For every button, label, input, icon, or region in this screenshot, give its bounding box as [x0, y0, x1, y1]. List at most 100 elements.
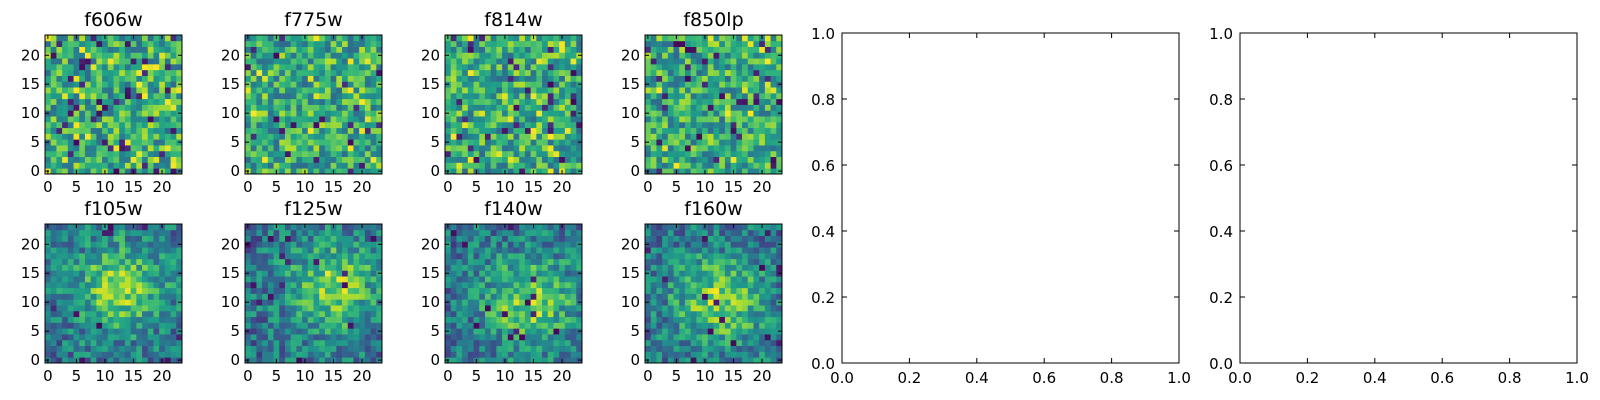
axes-frame: [244, 34, 383, 175]
heatmap-cell: [776, 281, 783, 289]
heatmap-cell: [90, 299, 97, 306]
heatmap-cell: [759, 40, 766, 47]
heatmap-cell: [536, 46, 543, 53]
heatmap-cell: [519, 139, 526, 146]
heatmap-cell: [250, 322, 257, 329]
heatmap-cell: [530, 270, 537, 277]
heatmap-cell: [559, 104, 566, 111]
heatmap-cell: [724, 351, 732, 358]
heatmap-cell: [736, 339, 743, 347]
heatmap-cell: [153, 305, 160, 312]
heatmap-cell: [462, 127, 469, 134]
heatmap-cell: [536, 229, 543, 236]
heatmap-cell: [570, 351, 577, 358]
heatmap-cell: [250, 224, 257, 231]
heatmap-cell: [50, 334, 57, 341]
heatmap-cell: [376, 305, 383, 312]
heatmap-cell: [96, 46, 103, 53]
heatmap-cell: [513, 276, 520, 283]
heatmap-cell: [45, 69, 52, 76]
heatmap-cell: [273, 264, 280, 271]
heatmap-cell: [307, 281, 314, 289]
heatmap-cell: [267, 92, 274, 100]
heatmap-cell: [342, 334, 349, 341]
heatmap-cell: [153, 235, 160, 242]
heatmap-cell: [359, 116, 366, 123]
heatmap-cell: [553, 40, 560, 47]
heatmap-cell: [696, 92, 703, 100]
heatmap-cell: [479, 81, 486, 88]
heatmap-cell: [513, 252, 520, 260]
heatmap-cell: [307, 69, 314, 76]
heatmap-cell: [496, 98, 503, 105]
heatmap-cell: [484, 339, 492, 347]
heatmap-cell: [319, 92, 326, 100]
heatmap-cell: [359, 310, 366, 318]
heatmap-cell: [347, 264, 354, 271]
heatmap-cell: [753, 305, 760, 312]
heatmap-cell: [290, 270, 297, 277]
heatmap-cell: [490, 281, 497, 289]
heatmap-cell: [347, 328, 354, 335]
heatmap-cell: [336, 310, 343, 318]
heatmap-cell: [724, 258, 732, 265]
heatmap-cell: [353, 252, 360, 260]
heatmap-cell: [553, 334, 560, 341]
heatmap-cell: [707, 351, 714, 358]
heatmap-cell: [313, 224, 320, 231]
heatmap-cell: [490, 110, 497, 117]
heatmap-cell: [330, 287, 337, 294]
heatmap-cell: [176, 87, 183, 94]
heatmap-cell: [79, 69, 86, 76]
heatmap-cell: [542, 229, 549, 236]
heatmap-cell: [142, 150, 149, 158]
heatmap-cell: [353, 35, 360, 42]
heatmap-cell: [279, 162, 286, 169]
heatmap-cell: [484, 241, 492, 248]
heatmap-cell: [347, 299, 354, 306]
heatmap-cell: [473, 281, 480, 289]
heatmap-cell: [124, 121, 132, 129]
heatmap-cell: [702, 264, 709, 271]
heatmap-cell: [336, 281, 343, 289]
heatmap-cell: [747, 87, 754, 94]
heatmap-cell: [364, 133, 371, 140]
heatmap-cell: [262, 40, 269, 47]
heatmap-cell: [524, 322, 532, 329]
heatmap-cell: [456, 357, 463, 364]
heatmap-cell: [730, 110, 737, 117]
heatmap-cell: [324, 293, 332, 300]
heatmap-cell: [142, 328, 149, 335]
heatmap-cell: [696, 40, 703, 47]
heatmap-cell: [724, 168, 732, 175]
heatmap-cell: [719, 52, 726, 59]
heatmap-cell: [742, 339, 749, 347]
heatmap-cell: [467, 241, 474, 248]
heatmap-cell: [56, 328, 63, 335]
heatmap-cell: [553, 345, 560, 352]
heatmap-cell: [164, 127, 171, 134]
heatmap-cell: [147, 139, 154, 146]
heatmap-cell: [67, 150, 74, 158]
heatmap-cell: [84, 139, 92, 146]
heatmap-cell: [576, 40, 583, 47]
heatmap-cell: [250, 168, 257, 175]
heatmap-cell: [747, 305, 754, 312]
heatmap-cell: [479, 40, 486, 47]
heatmap-cell: [170, 133, 177, 140]
heatmap-cell: [467, 52, 474, 59]
heatmap-cell: [530, 316, 537, 323]
heatmap-cell: [473, 229, 480, 236]
heatmap-cell: [484, 334, 492, 341]
heatmap-cell: [719, 81, 726, 88]
axes-frame: [444, 223, 583, 364]
heatmap-cell: [576, 121, 583, 129]
heatmap-cell: [50, 156, 57, 163]
heatmap-cell: [530, 162, 537, 169]
heatmap-cell: [450, 270, 457, 277]
heatmap-cell: [724, 46, 732, 53]
heatmap-cell: [502, 87, 509, 94]
y-tick-label: 5: [230, 322, 240, 340]
heatmap-cell: [456, 305, 463, 312]
heatmap-cell: [130, 351, 137, 358]
